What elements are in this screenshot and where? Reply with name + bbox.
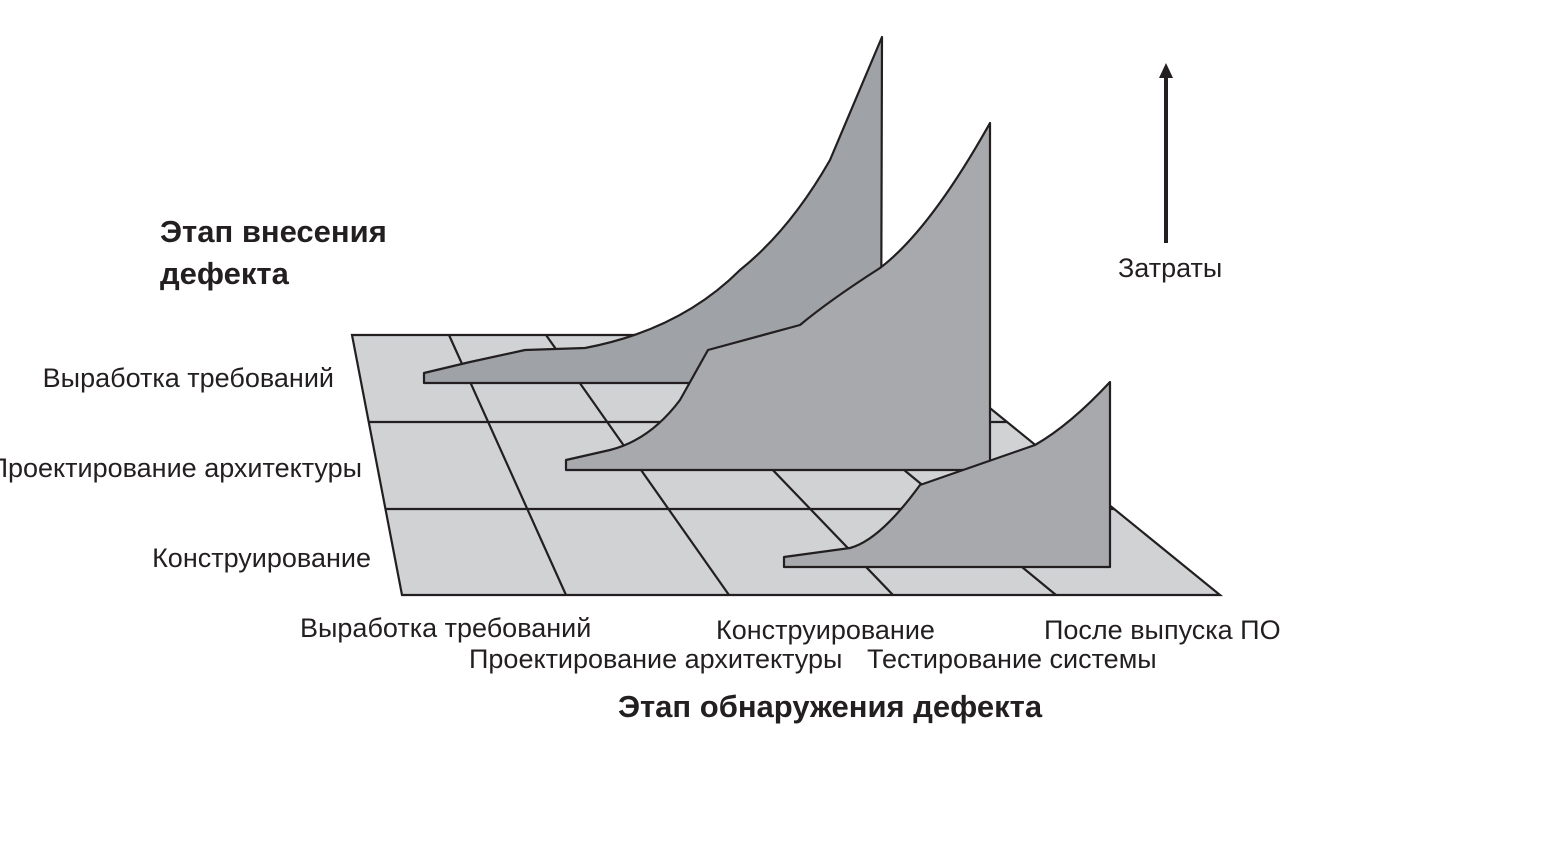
col-label-system-testing: Тестирование системы: [867, 644, 1157, 674]
row-label-architecture: Проектирование архитектуры: [0, 453, 362, 483]
cost-axis: Затраты: [1118, 63, 1222, 283]
cost-axis-label: Затраты: [1118, 253, 1222, 283]
cost-surface-requirements: [422, 35, 884, 385]
introduction-axis: Этап внесения дефекта Выработка требован…: [0, 214, 387, 573]
col-label-post-release: После выпуска ПО: [1044, 615, 1281, 645]
cost-surface-architecture: [564, 121, 992, 472]
col-label-architecture: Проектирование архитектуры: [469, 644, 842, 674]
detection-axis: Выработка требований Проектирование архи…: [300, 613, 1281, 724]
cost-axis-arrowhead-icon: [1159, 63, 1173, 78]
introduction-axis-title-line-2: дефекта: [160, 256, 290, 291]
row-label-construction: Конструирование: [152, 543, 371, 573]
detection-axis-title: Этап обнаружения дефекта: [618, 689, 1043, 724]
introduction-axis-title-line-1: Этап внесения: [160, 214, 387, 249]
col-label-requirements: Выработка требований: [300, 613, 591, 643]
col-label-construction: Конструирование: [716, 615, 935, 645]
cost-surface-construction: [782, 380, 1112, 569]
row-label-requirements: Выработка требований: [43, 363, 334, 393]
